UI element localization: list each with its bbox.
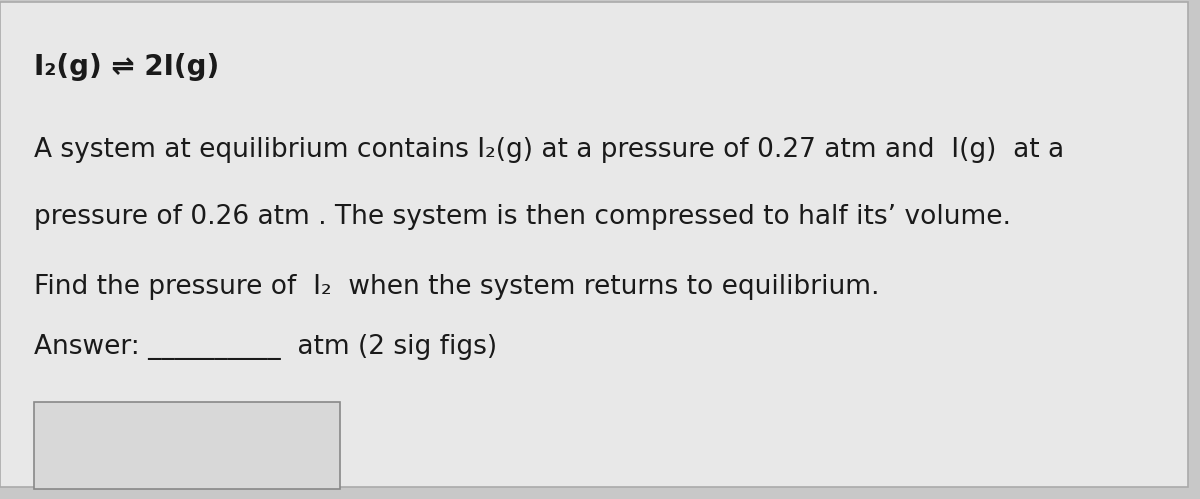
Text: Find the pressure of  I₂  when the system returns to equilibrium.: Find the pressure of I₂ when the system … <box>34 274 880 300</box>
FancyBboxPatch shape <box>0 2 1188 487</box>
Text: pressure of 0.26 atm . The system is then compressed to half its’ volume.: pressure of 0.26 atm . The system is the… <box>34 204 1010 230</box>
Text: Answer: __________  atm (2 sig figs): Answer: __________ atm (2 sig figs) <box>34 334 497 360</box>
FancyBboxPatch shape <box>34 402 340 489</box>
Text: A system at equilibrium contains I₂(g) at a pressure of 0.27 atm and  I(g)  at a: A system at equilibrium contains I₂(g) a… <box>34 137 1063 163</box>
Text: I₂(g) ⇌ 2I(g): I₂(g) ⇌ 2I(g) <box>34 53 218 81</box>
